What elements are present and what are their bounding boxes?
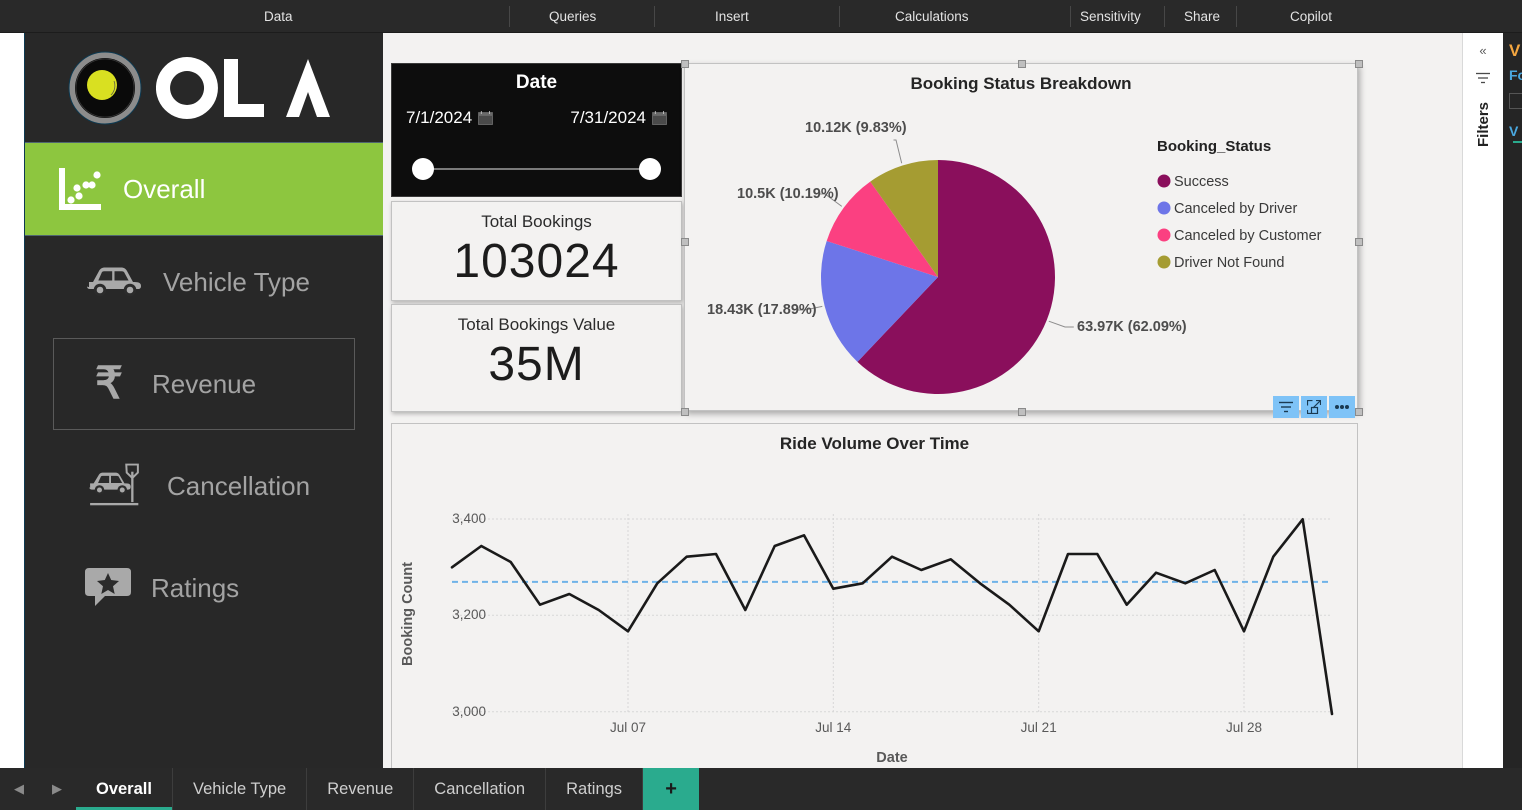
svg-text:Driver Not Found: Driver Not Found [1174,255,1284,271]
svg-text:18.43K (17.89%): 18.43K (17.89%) [707,302,817,318]
svg-text:10.12K (9.83%): 10.12K (9.83%) [805,120,907,136]
svg-text:10.5K (10.19%): 10.5K (10.19%) [737,186,839,202]
svg-text:Date: Date [876,750,907,766]
svg-text:Booking_Status: Booking_Status [1157,138,1271,155]
svg-text:Booking Count: Booking Count [400,562,416,666]
svg-text:Jul 07: Jul 07 [610,720,646,735]
svg-text:3,200: 3,200 [452,607,486,622]
svg-text:Jul 28: Jul 28 [1226,720,1262,735]
svg-text:Jul 14: Jul 14 [815,720,852,735]
svg-text:Canceled by Customer: Canceled by Customer [1174,228,1322,244]
svg-text:3,400: 3,400 [452,511,486,526]
svg-text:Jul 21: Jul 21 [1021,720,1057,735]
svg-text:3,000: 3,000 [452,704,486,719]
svg-text:63.97K (62.09%): 63.97K (62.09%) [1077,319,1187,335]
svg-text:Canceled by Driver: Canceled by Driver [1174,201,1297,217]
svg-text:Success: Success [1174,174,1229,190]
